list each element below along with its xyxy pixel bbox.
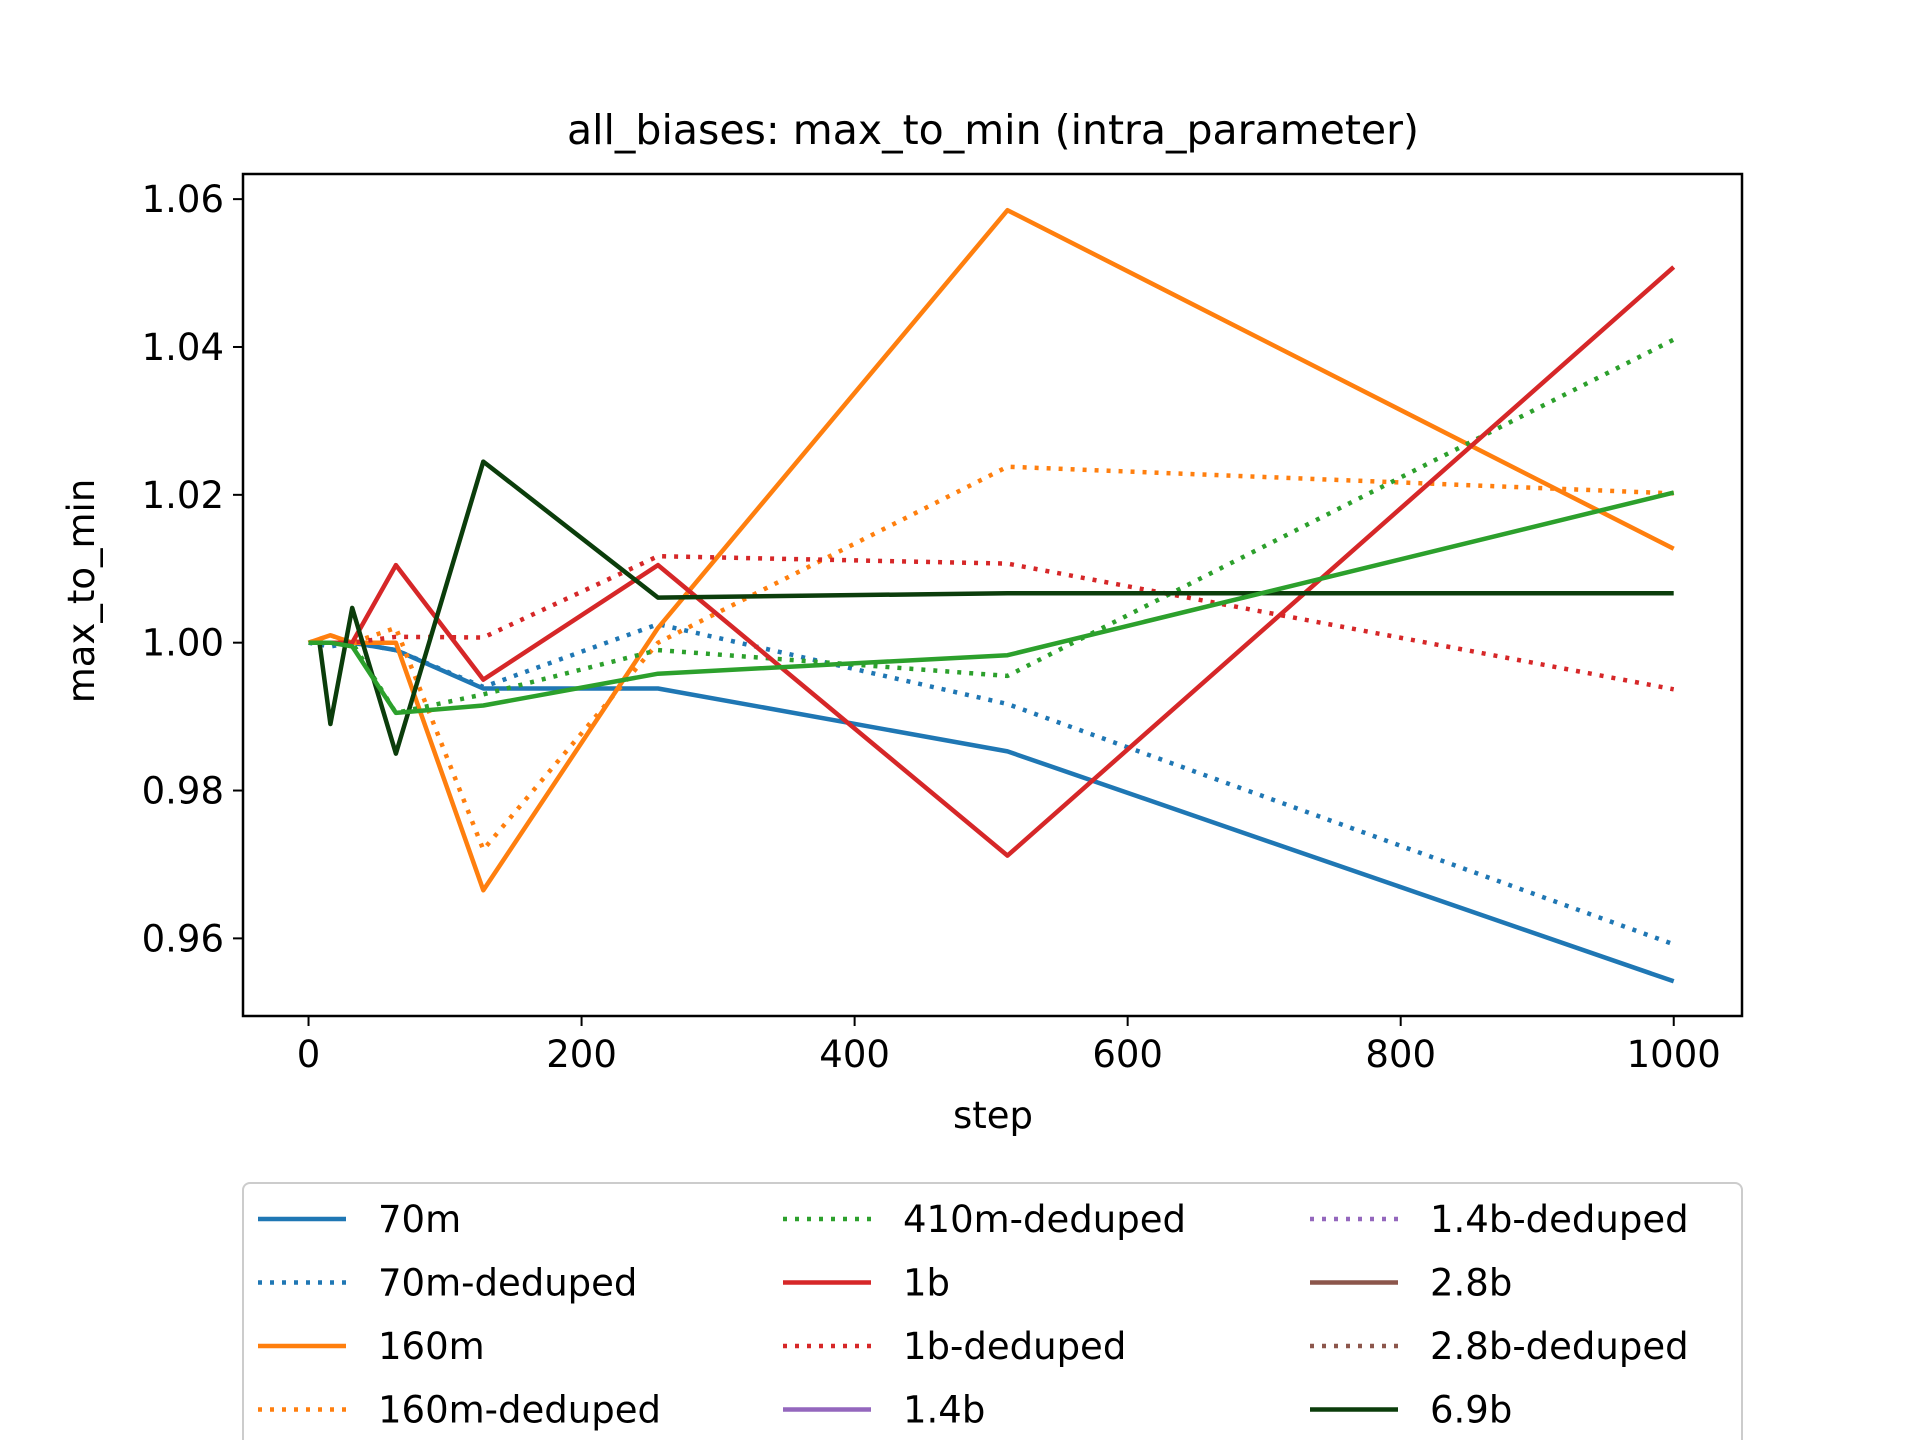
chart-title: all_biases: max_to_min (intra_parameter) (567, 106, 1419, 154)
plot-lines (307, 207, 1676, 984)
y-tick-label: 1.02 (142, 474, 224, 517)
legend-label-2-8b-deduped: 2.8b-deduped (1430, 1325, 1689, 1368)
series-line-70m-deduped (308, 621, 1675, 947)
legend-label-2-8b: 2.8b (1430, 1262, 1512, 1305)
legend-label-160m: 160m (378, 1325, 485, 1368)
x-tick-label: 800 (1365, 1033, 1436, 1076)
x-tick-label: 0 (297, 1033, 321, 1076)
legend-label-160m-deduped: 160m-deduped (378, 1389, 661, 1432)
x-axis: 0 200 400 600 800 1000 (297, 1016, 1721, 1076)
legend-label-1-4b-deduped: 1.4b-deduped (1430, 1198, 1689, 1241)
legend-label-410m-deduped: 410m-deduped (903, 1198, 1186, 1241)
y-tick-label: 0.98 (142, 770, 224, 813)
series-line-160m-deduped (307, 464, 1674, 852)
y-axis-label: max_to_min (60, 479, 103, 704)
y-tick-label: 1.04 (142, 326, 224, 369)
legend-label-6-9b: 6.9b (1430, 1389, 1512, 1432)
legend-label-1-4b: 1.4b (903, 1389, 985, 1432)
x-tick-label: 600 (1092, 1033, 1163, 1076)
series-line-6-9b (308, 459, 1674, 756)
legend: 70m 70m-deduped 160m 160m-deduped 410m-dedup… (242, 1182, 1743, 1440)
legend-label-1b-deduped: 1b-deduped (903, 1325, 1126, 1368)
plot-frame (241, 172, 1744, 1018)
x-tick-label: 1000 (1627, 1033, 1721, 1076)
legend-label-70m-deduped: 70m-deduped (378, 1262, 637, 1305)
x-tick-label: 200 (546, 1033, 617, 1076)
y-axis: 0.96 0.98 1.00 1.02 1.04 1.06 (142, 178, 243, 960)
x-tick-label: 400 (819, 1033, 890, 1076)
unlabeled-series-line-1 (308, 490, 1675, 716)
legend-box (242, 1182, 1743, 1440)
x-axis-label: step (953, 1094, 1033, 1137)
y-tick-label: 1.00 (142, 622, 224, 665)
legend-label-1b: 1b (903, 1262, 950, 1305)
y-tick-label: 0.96 (142, 917, 224, 960)
y-tick-label: 1.06 (142, 178, 224, 221)
legend-label-70m: 70m (378, 1198, 461, 1241)
